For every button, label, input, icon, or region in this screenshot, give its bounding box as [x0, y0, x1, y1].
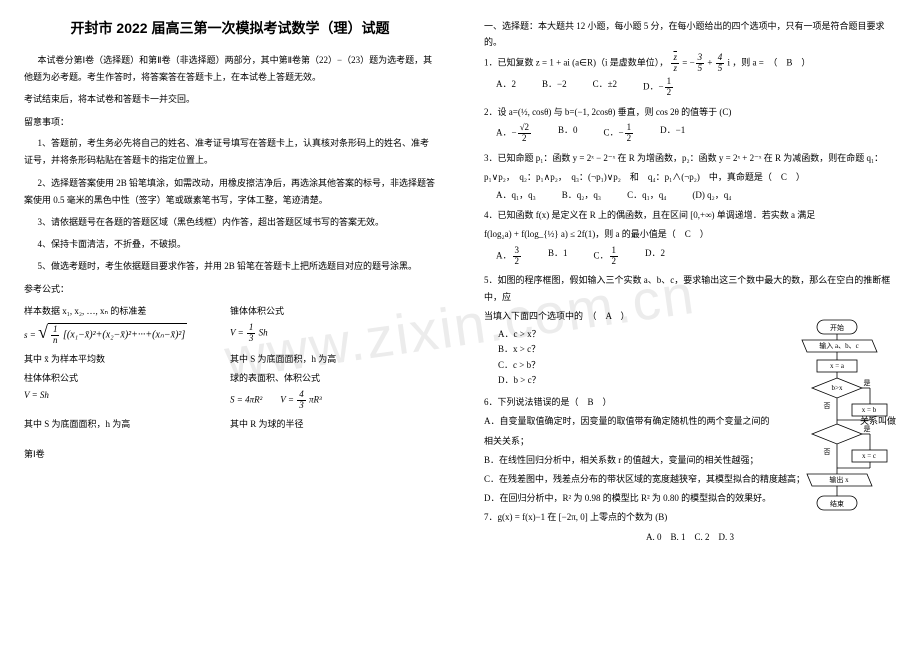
fc-output: 输出 x — [829, 475, 849, 484]
cone-label: 锥体体积公式 — [230, 304, 436, 317]
q4-opt-a: A．32 — [496, 246, 522, 267]
q1-opt-a: A．2 — [496, 77, 516, 98]
q6-opt-a-part1: A．自变量取值确定时，因变量的取值带有确定随机性的两个变量之间的 — [484, 416, 770, 426]
fc-end: 结束 — [830, 499, 844, 508]
q3-opt-d: (D) q₂，q₄ — [692, 188, 731, 201]
q7-options: A. 0 B. 1 C. 2 D. 3 — [484, 529, 896, 545]
question-4: 4．已知函数 f(x) 是定义在 R 上的偶函数，且在区间 [0,+∞) 单调递… — [484, 207, 896, 223]
q3-opt-a: A．q₁，q₃ — [496, 188, 536, 201]
mean-note: 其中 x̄ 为样本平均数 — [24, 352, 230, 365]
std-dev-formula: s = √ 1n [(x₁−x̄)²+(x₂−x̄)²+···+(xₙ−x̄)²… — [24, 323, 230, 346]
left-column: 开封市 2022 届高三第一次模拟考试数学（理）试题 本试卷分第Ⅰ卷（选择题）和… — [0, 0, 460, 651]
exam-title: 开封市 2022 届高三第一次模拟考试数学（理）试题 — [24, 18, 436, 38]
cylinder-note: 其中 S 为底面面积，h 为高 — [24, 417, 230, 430]
question-5: 5．如图的程序框图，假如输入三个实数 a、b、c，要求输出这三个数中最大的数，那… — [484, 272, 896, 304]
cylinder-formula: V = Sh — [24, 390, 230, 411]
q3-opt-c: C．q₁，q₄ — [627, 188, 666, 201]
fc-input: 输入 a、b、c — [819, 341, 858, 350]
fc-yes-1: 是 — [864, 379, 871, 387]
q1-opt-d: D．−12 — [643, 77, 674, 98]
volume-1-label: 第Ⅰ卷 — [24, 446, 436, 463]
formula-row-1: 样本数据 x₁, x₂, …, xₙ 的标准差 锥体体积公式 — [24, 304, 436, 317]
intro-2: 考试结束后，将本试卷和答题卡一并交回。 — [24, 91, 436, 108]
q2-opt-c: C．−12 — [604, 123, 635, 144]
notice-heading: 留意事项： — [24, 114, 436, 131]
flowchart-diagram: 开始 输入 a、b、c x = a b>x x = b x = c 输出 x 结… — [782, 318, 892, 528]
formula-row-5: V = Sh S = 4πR² V = 43 πR³ — [24, 390, 436, 411]
q3-opt-b: B．q₂，q₃ — [562, 188, 601, 201]
question-3: 3．已知命题 p₁：函数 y = 2ˣ − 2⁻ˣ 在 R 为增函数，p₂：函数… — [484, 150, 896, 166]
cone-formula: V = 13 Sh — [230, 323, 436, 346]
intro-1: 本试卷分第Ⅰ卷（选择题）和第Ⅱ卷（非选择题）两部分，其中第Ⅱ卷第（22）−（23… — [24, 52, 436, 86]
q2-opt-d: D．−1 — [660, 123, 685, 144]
q2-opt-b: B．0 — [558, 123, 578, 144]
flowchart-svg: 开始 输入 a、b、c x = a b>x x = b x = c 输出 x 结… — [782, 318, 892, 528]
fc-no-2: 否 — [824, 448, 831, 456]
q1-tail: ，则 a = （ B ） — [732, 58, 810, 68]
cone-note: 其中 S 为底面面积，h 为高 — [230, 352, 436, 365]
fc-no-1: 否 — [824, 402, 831, 410]
sphere-formula: S = 4πR² V = 43 πR³ — [230, 390, 436, 411]
sphere-label: 球的表面积、体积公式 — [230, 371, 436, 384]
std-dev-label: 样本数据 x₁, x₂, …, xₙ 的标准差 — [24, 304, 230, 317]
formula-row-6: 其中 S 为底面面积，h 为高 其中 R 为球的半径 — [24, 417, 436, 430]
q1-options: A．2 B．−2 C．±2 D．−12 — [496, 77, 896, 98]
notice-4: 4、保持卡面清洁，不折叠，不破损。 — [24, 236, 436, 253]
q1-opt-c: C．±2 — [593, 77, 617, 98]
fc-assign1: x = a — [830, 362, 845, 370]
question-2: 2．设 a=(½, cosθ) 与 b=(−1, 2cosθ) 垂直，则 cos… — [484, 104, 896, 120]
fc-assign3: x = c — [862, 452, 876, 460]
q2-options: A．−√22 B．0 C．−12 D．−1 — [496, 123, 896, 144]
q4-options: A．32 B．1 C．12 D．2 — [496, 246, 896, 267]
q1-opt-b: B．−2 — [542, 77, 567, 98]
std-dev-inner: (x₁−x̄)²+(x₂−x̄)²+···+(xₙ−x̄)² — [67, 330, 182, 341]
q4-opt-b: B．1 — [548, 246, 568, 267]
question-3-line2: p₁∨p₂， q₂：p₁∧p₂， q₃：(¬p₁)∨p₂ 和 q₄：p₁∧(¬p… — [484, 169, 896, 185]
question-4-line2: f(log₂a) + f(log_{½} a) ≤ 2f(1)，则 a 的最小值… — [484, 226, 896, 242]
q3-options: A．q₁，q₃ B．q₂，q₃ C．q₁，q₄ (D) q₂，q₄ — [496, 188, 896, 201]
notice-1: 1、答题前，考生务必先将自己的姓名、准考证号填写在答题卡上，认真核对条形码上的姓… — [24, 135, 436, 169]
q4-opt-d: D．2 — [645, 246, 665, 267]
cylinder-label: 柱体体积公式 — [24, 371, 230, 384]
right-column: 一、选择题：本大题共 12 小题，每小题 5 分，在每小题给出的四个选项中，只有… — [460, 0, 920, 651]
fc-start: 开始 — [830, 323, 844, 332]
q2-opt-a: A．−√22 — [496, 123, 532, 144]
fc-assign2: x = b — [862, 406, 877, 414]
section-1-heading: 一、选择题：本大题共 12 小题，每小题 5 分，在每小题给出的四个选项中，只有… — [484, 18, 896, 50]
sphere-note: 其中 R 为球的半径 — [230, 417, 436, 430]
notice-2: 2、选择题答案使用 2B 铅笔填涂，如需改动，用橡皮擦洁净后，再选涂其他答案的标… — [24, 175, 436, 209]
fc-cond1: b>x — [832, 384, 843, 392]
notice-3: 3、请依据题号在各题的答题区域（黑色线框）内作答，超出答题区域书写的答案无效。 — [24, 214, 436, 231]
formula-row-2: s = √ 1n [(x₁−x̄)²+(x₂−x̄)²+···+(xₙ−x̄)²… — [24, 323, 436, 346]
question-1: 1．已知复数 z = 1 + ai (a∈R)（i 是虚数单位）， zz = −… — [484, 53, 896, 74]
q1-stem: 1．已知复数 z = 1 + ai (a∈R)（i 是虚数单位）， — [484, 58, 668, 68]
formula-row-3: 其中 x̄ 为样本平均数 其中 S 为底面面积，h 为高 — [24, 352, 436, 365]
q4-opt-c: C．12 — [594, 246, 620, 267]
fc-yes-2: 是 — [864, 425, 871, 433]
formula-row-4: 柱体体积公式 球的表面积、体积公式 — [24, 371, 436, 384]
notice-5: 5、做选考题时，考生依据题目要求作答，并用 2B 铅笔在答题卡上把所选题目对应的… — [24, 258, 436, 275]
reference-heading: 参考公式： — [24, 281, 436, 298]
